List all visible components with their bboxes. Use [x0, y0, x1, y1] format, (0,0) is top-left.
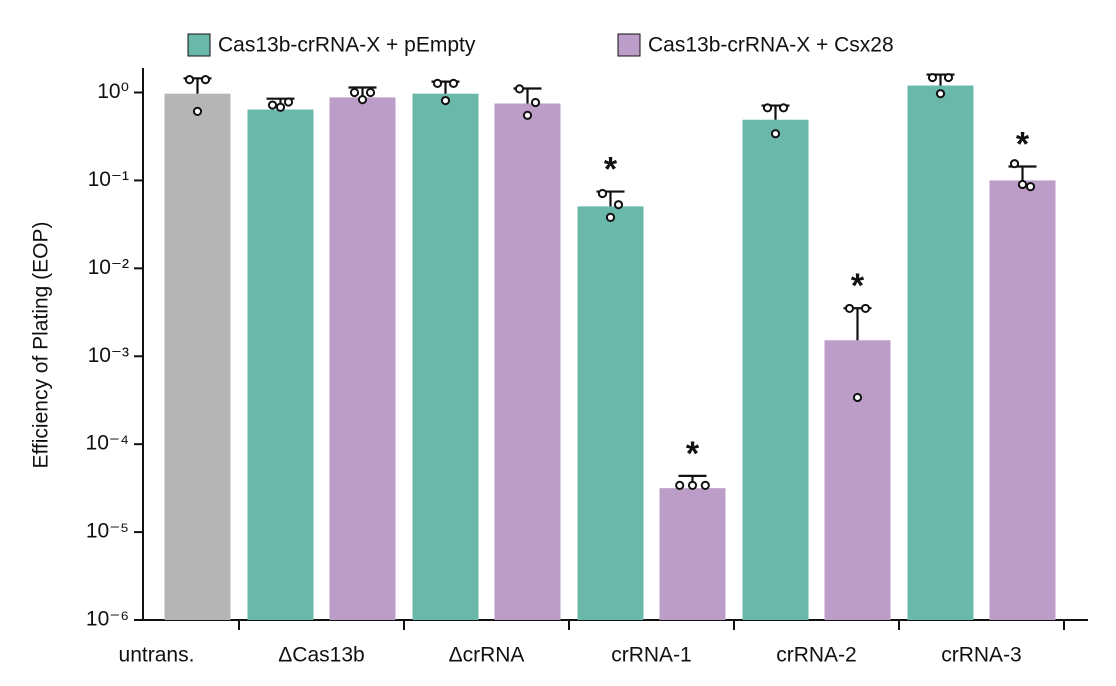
y-tick-label: 10⁻¹: [88, 168, 129, 191]
data-point: [844, 303, 855, 314]
data-point: [1025, 182, 1036, 192]
data-point: [267, 100, 278, 110]
data-point: [1009, 159, 1020, 169]
data-point: [613, 200, 624, 210]
data-point: [935, 89, 946, 99]
bar: [659, 488, 726, 620]
data-point: [522, 110, 533, 120]
data-point: [927, 72, 938, 83]
data-point: [852, 392, 863, 403]
data-point: [675, 480, 685, 490]
data-point: [1017, 179, 1028, 190]
x-tick-label: crRNA-2: [776, 644, 857, 667]
bar: [824, 340, 891, 620]
legend-label: Cas13b-crRNA-X + pEmpty: [218, 34, 476, 57]
x-tick-label: ΔCas13b: [278, 644, 364, 667]
data-point: [778, 103, 789, 113]
legend-label: Cas13b-crRNA-X + Csx28: [648, 34, 894, 57]
bar: [412, 93, 479, 621]
y-axis-label: Efficiency of Plating (EOP): [30, 221, 53, 468]
data-point: [700, 480, 710, 490]
data-point: [943, 72, 954, 83]
data-point: [860, 303, 871, 314]
data-point: [448, 78, 459, 88]
bar: [329, 97, 396, 620]
bar: [494, 103, 561, 620]
data-point: [605, 212, 616, 222]
data-point: [432, 78, 443, 88]
x-tick-label: ΔcrRNA: [449, 644, 525, 667]
data-point: [184, 75, 195, 85]
data-point: [514, 84, 525, 94]
data-point: [770, 129, 781, 139]
significance-mark: *: [604, 151, 618, 189]
data-point: [440, 95, 451, 106]
x-tick-label: untrans.: [119, 644, 195, 667]
x-tick-label: crRNA-3: [941, 644, 1022, 667]
y-tick-label: 10⁻⁵: [86, 520, 129, 543]
significance-mark: *: [851, 267, 865, 305]
y-tick-label: 10⁻⁴: [86, 432, 129, 455]
bar: [247, 109, 314, 620]
bar: [907, 85, 974, 620]
bar: [577, 206, 644, 620]
y-tick-label: 10⁻²: [88, 256, 129, 279]
data-point: [275, 102, 286, 112]
significance-mark: *: [686, 435, 700, 473]
x-tick-label: crRNA-1: [611, 644, 692, 667]
data-point: [687, 480, 698, 490]
y-tick-label: 10⁻⁶: [86, 608, 129, 631]
data-point: [192, 106, 203, 116]
legend-swatch: [187, 33, 211, 57]
data-point: [597, 188, 608, 199]
data-point: [357, 95, 368, 105]
bar: [989, 180, 1056, 621]
significance-mark: *: [1016, 125, 1030, 163]
data-point: [530, 97, 541, 108]
data-point: [283, 97, 294, 107]
y-tick-label: 10⁻³: [88, 344, 129, 367]
bar: [164, 93, 231, 621]
data-point: [762, 103, 773, 113]
data-point: [200, 75, 211, 85]
y-tick-label: 10⁰: [97, 80, 129, 103]
data-point: [365, 87, 376, 98]
bar: [742, 119, 809, 621]
legend-swatch: [617, 33, 641, 57]
data-point: [349, 87, 360, 98]
